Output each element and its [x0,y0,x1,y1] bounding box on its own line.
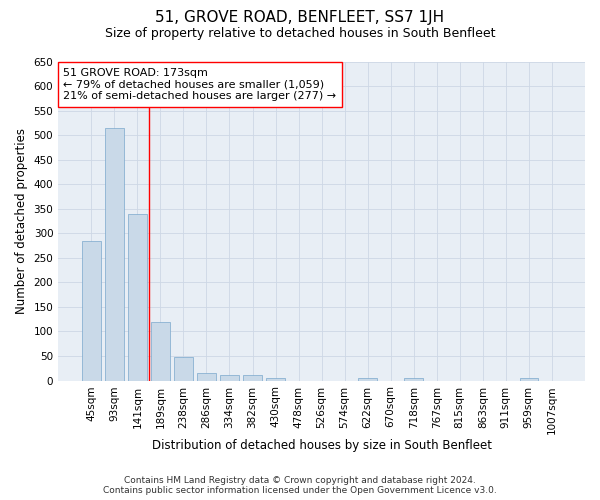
Text: Size of property relative to detached houses in South Benfleet: Size of property relative to detached ho… [105,28,495,40]
Bar [520,378,538,380]
Bar [220,375,239,380]
Bar [105,128,124,380]
Bar [174,357,193,380]
Bar [404,378,423,380]
Bar [82,240,101,380]
Bar [358,378,377,380]
Bar [128,214,146,380]
Bar [197,372,215,380]
Bar [243,375,262,380]
Bar [151,322,170,380]
Text: 51 GROVE ROAD: 173sqm
← 79% of detached houses are smaller (1,059)
21% of semi-d: 51 GROVE ROAD: 173sqm ← 79% of detached … [64,68,337,101]
Text: 51, GROVE ROAD, BENFLEET, SS7 1JH: 51, GROVE ROAD, BENFLEET, SS7 1JH [155,10,445,25]
Text: Contains HM Land Registry data © Crown copyright and database right 2024.
Contai: Contains HM Land Registry data © Crown c… [103,476,497,495]
Bar [266,378,285,380]
X-axis label: Distribution of detached houses by size in South Benfleet: Distribution of detached houses by size … [152,440,491,452]
Y-axis label: Number of detached properties: Number of detached properties [15,128,28,314]
